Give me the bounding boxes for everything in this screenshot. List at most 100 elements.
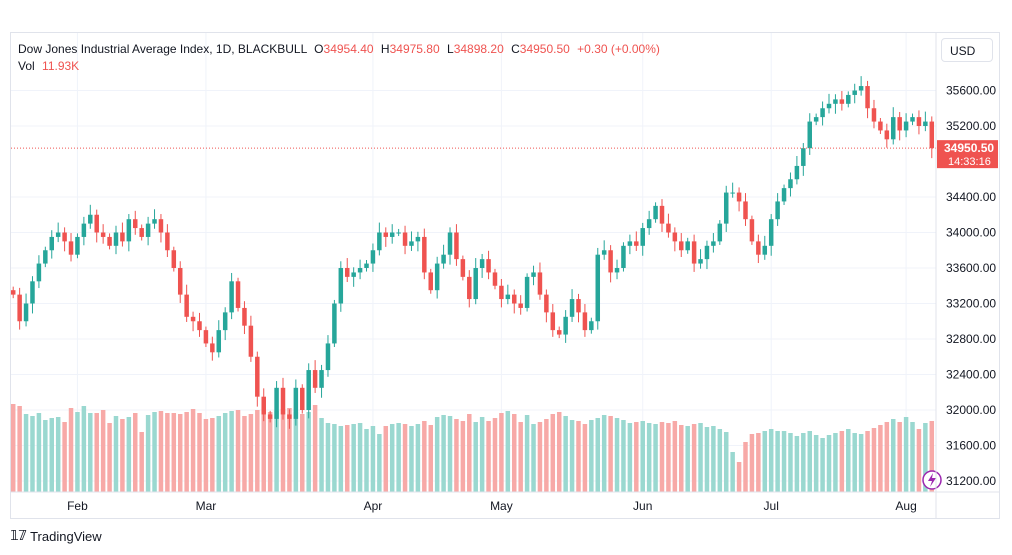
candle bbox=[621, 242, 626, 272]
volume-bar bbox=[897, 422, 902, 492]
candle bbox=[768, 214, 774, 256]
candle bbox=[434, 256, 440, 299]
candle bbox=[923, 111, 928, 132]
candle bbox=[614, 259, 620, 280]
candle bbox=[332, 299, 337, 347]
candle bbox=[505, 284, 511, 305]
currency-button[interactable]: USD bbox=[941, 38, 993, 62]
volume-bar bbox=[858, 434, 864, 492]
candle bbox=[325, 335, 331, 377]
candle bbox=[377, 222, 382, 256]
candle bbox=[428, 268, 433, 294]
candle bbox=[107, 233, 112, 250]
volume-bar bbox=[646, 423, 652, 492]
candle bbox=[865, 80, 870, 119]
volume-bar bbox=[691, 424, 697, 492]
volume-bar bbox=[17, 406, 22, 492]
volume-bar bbox=[659, 422, 665, 492]
volume-bar bbox=[409, 426, 414, 492]
candle bbox=[916, 110, 922, 135]
volume-bar bbox=[621, 420, 626, 492]
volume-bar bbox=[55, 417, 61, 492]
candle bbox=[261, 388, 266, 422]
open-label: O bbox=[314, 42, 324, 56]
candle bbox=[370, 243, 376, 272]
candle bbox=[267, 410, 273, 423]
candle bbox=[300, 384, 305, 414]
tradingview-branding[interactable]: 𝟙𝟟 TradingView bbox=[10, 528, 102, 544]
volume-bar bbox=[929, 421, 935, 492]
candle bbox=[210, 336, 215, 361]
candle bbox=[197, 312, 202, 337]
candle bbox=[152, 209, 157, 229]
volume-bar bbox=[30, 416, 35, 492]
candle bbox=[743, 193, 748, 226]
volume-bar bbox=[486, 421, 491, 492]
volume-bar bbox=[499, 413, 504, 492]
volume-bar bbox=[152, 412, 157, 492]
candle bbox=[255, 351, 260, 407]
volume-bar bbox=[601, 415, 607, 492]
change-value: +0.30 (+0.00%) bbox=[577, 42, 660, 56]
candle bbox=[666, 213, 671, 238]
volume-bar bbox=[332, 424, 337, 492]
candle bbox=[139, 224, 144, 241]
volume-bar bbox=[704, 427, 710, 492]
candle bbox=[467, 270, 472, 308]
volume-bar bbox=[389, 424, 395, 492]
volume-bar bbox=[820, 438, 825, 492]
candle bbox=[646, 210, 652, 235]
volume-bar bbox=[415, 424, 421, 492]
y-tick-label: 35200.00 bbox=[946, 119, 996, 133]
lightning-icon[interactable] bbox=[922, 470, 942, 490]
candle bbox=[749, 215, 755, 245]
candle bbox=[312, 360, 318, 393]
volume-bar bbox=[788, 433, 793, 492]
volume-bar bbox=[512, 414, 517, 492]
candle bbox=[81, 216, 87, 246]
volume-bar bbox=[383, 426, 389, 492]
close-value: 34950.50 bbox=[519, 42, 570, 56]
candle bbox=[306, 363, 311, 419]
volume-bar bbox=[781, 431, 787, 492]
volume-bar bbox=[229, 411, 234, 492]
candle bbox=[884, 123, 890, 148]
volume-bar bbox=[177, 414, 183, 492]
last-price-tag bbox=[937, 140, 998, 169]
volume-bar bbox=[10, 404, 16, 492]
x-tick-label: Jul bbox=[764, 499, 779, 513]
volume-bar bbox=[589, 420, 594, 492]
candle bbox=[711, 233, 716, 253]
volume-bar bbox=[685, 426, 690, 492]
candle bbox=[679, 233, 684, 257]
volume-bar bbox=[582, 424, 588, 492]
volume-bar bbox=[242, 416, 247, 492]
y-tick-label: 32400.00 bbox=[946, 368, 996, 382]
tradingview-logo-icon: 𝟙𝟟 bbox=[10, 528, 27, 543]
volume-bar bbox=[903, 417, 909, 492]
x-tick-label: Jun bbox=[633, 499, 652, 513]
candle bbox=[672, 227, 678, 252]
volume-bar bbox=[422, 421, 427, 492]
volume-value: 11.93K bbox=[42, 59, 80, 73]
candle bbox=[100, 224, 106, 244]
candle bbox=[839, 91, 845, 111]
volume-bar bbox=[614, 418, 620, 492]
candle bbox=[75, 233, 80, 259]
candle bbox=[569, 289, 575, 322]
candle bbox=[145, 216, 151, 246]
candle bbox=[158, 214, 164, 243]
volume-bar bbox=[306, 412, 311, 492]
candle bbox=[454, 224, 459, 266]
volume-bar bbox=[274, 411, 279, 492]
candle bbox=[698, 249, 703, 269]
candle bbox=[165, 224, 170, 257]
candle bbox=[524, 273, 530, 312]
x-tick-label: Aug bbox=[895, 499, 916, 513]
volume-bar bbox=[569, 420, 575, 492]
volume-bar bbox=[479, 417, 485, 492]
candle bbox=[852, 83, 857, 104]
volume-bar bbox=[197, 413, 202, 492]
candle bbox=[788, 172, 793, 197]
